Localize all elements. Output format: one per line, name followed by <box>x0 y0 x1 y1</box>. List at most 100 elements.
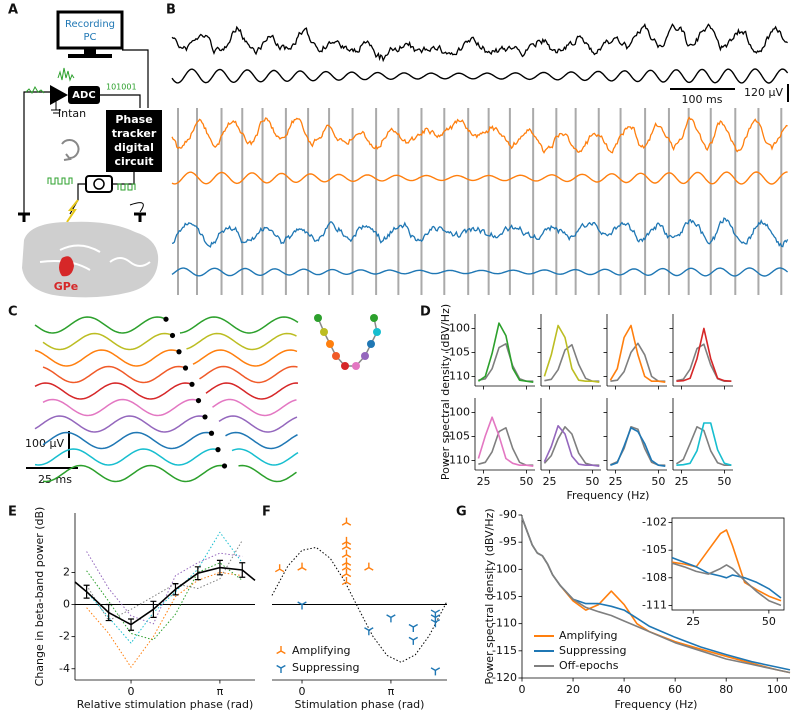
wave <box>34 382 192 400</box>
wheel-dot <box>332 352 340 360</box>
trace <box>171 23 788 63</box>
wave <box>42 464 224 483</box>
setup-diagram: Recording PC ADC 101001 Intan Phase trac… <box>18 10 162 298</box>
x-tick-label: 25 <box>609 475 623 488</box>
error-bar <box>128 618 135 631</box>
x-tick-label: 25 <box>477 475 491 488</box>
ground <box>51 100 61 114</box>
wheel-dot <box>373 328 381 336</box>
panel-label: G <box>456 505 467 520</box>
pulse-icon <box>47 177 136 191</box>
x-tick-label: 40 <box>617 683 631 696</box>
x-tick-label: π <box>388 685 395 698</box>
data-line <box>74 566 256 626</box>
wave <box>34 316 166 334</box>
y-tick-label: -95 <box>499 535 517 548</box>
data-line <box>609 324 666 383</box>
error-bar <box>239 562 246 578</box>
error-bar <box>194 566 201 581</box>
point <box>341 562 352 571</box>
panel-label: F <box>262 505 271 520</box>
y-tick-label: -108 <box>642 571 667 584</box>
trace <box>171 116 788 154</box>
wire <box>129 202 144 213</box>
wave <box>42 398 198 417</box>
x-axis-label: Relative stimulation phase (rad) <box>77 698 254 711</box>
amplifier <box>50 85 68 105</box>
stim-dot <box>215 447 221 453</box>
point <box>430 667 441 676</box>
y-tick-label: -100 <box>445 321 470 334</box>
loop-arrow-head <box>63 153 72 161</box>
legend-label: Suppressing <box>292 661 359 674</box>
point <box>274 564 285 573</box>
point <box>341 569 352 578</box>
adc-label: ADC <box>72 90 95 101</box>
pc-label: Recording <box>65 19 115 30</box>
stim-dot <box>208 430 215 436</box>
wave <box>179 316 299 334</box>
stim-dot <box>169 332 176 339</box>
stim-bolt <box>66 199 79 223</box>
y-axis-label: Power spectral density (dBV/Hz) <box>483 508 496 684</box>
circuit-label: tracker <box>112 127 157 140</box>
point <box>341 549 352 558</box>
stimulator-icon <box>93 178 105 190</box>
x-tick-label: 100 <box>767 683 788 696</box>
data-line <box>610 427 666 467</box>
x-tick-label: 20 <box>566 683 580 696</box>
region-label: GPe <box>54 280 79 293</box>
x-tick-label: 25 <box>686 615 700 628</box>
trace <box>171 217 789 248</box>
legend-label: Off-epochs <box>559 659 619 672</box>
legend-label: Amplifying <box>559 629 618 642</box>
trace <box>171 267 789 277</box>
y-tick-label: -111 <box>642 598 667 611</box>
gpe-region <box>59 256 74 277</box>
y-tick-label: 0 <box>63 598 70 611</box>
x-tick-label: π <box>217 685 224 698</box>
x-tick-label: 60 <box>668 683 682 696</box>
error-bar <box>83 584 90 599</box>
wave <box>199 365 298 384</box>
x-tick-label: 25 <box>543 475 557 488</box>
panel-label: B <box>166 3 176 18</box>
data-line <box>478 427 534 466</box>
wave <box>34 448 218 466</box>
wave <box>34 349 180 367</box>
x-tick-label: 50 <box>519 475 533 488</box>
scale-label: 100 ms <box>682 93 723 106</box>
wave <box>205 382 299 400</box>
error-bar <box>105 603 112 622</box>
x-axis-label: Stimulation phase (rad) <box>295 698 425 711</box>
circuit-label: circuit <box>114 155 153 168</box>
point <box>364 562 374 571</box>
stim-dot <box>202 414 208 420</box>
panel-label: A <box>8 3 18 18</box>
point <box>364 627 374 636</box>
axes-frame <box>671 517 785 611</box>
stim-dot <box>163 316 169 322</box>
data-line <box>543 324 600 383</box>
data-line <box>676 327 732 382</box>
wave <box>42 332 172 351</box>
point <box>408 623 419 633</box>
data-line <box>521 517 791 674</box>
error-bar <box>216 559 223 576</box>
point <box>297 601 307 610</box>
wheel-dot <box>326 340 334 348</box>
wheel-dot <box>352 362 360 370</box>
y-tick-label: -105 <box>642 543 667 556</box>
point <box>341 536 352 546</box>
wheel-dot <box>367 340 375 348</box>
data-line <box>477 416 534 467</box>
panel-label: D <box>420 305 431 320</box>
wave <box>34 415 206 433</box>
legend-label: Suppressing <box>559 644 626 657</box>
wave <box>225 431 298 450</box>
stim-dot <box>189 381 195 387</box>
y-tick-label: -115 <box>492 644 517 657</box>
y-tick-label: -102 <box>642 516 667 529</box>
wave <box>186 332 297 351</box>
